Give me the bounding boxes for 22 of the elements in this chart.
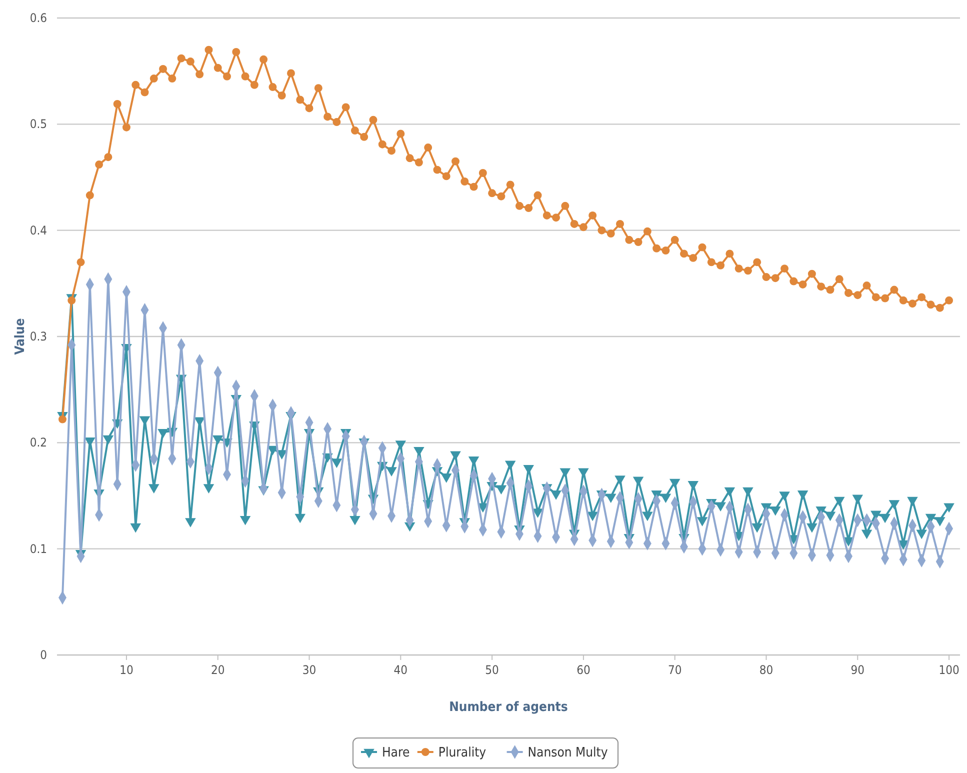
x-tick-label: 60	[576, 663, 590, 677]
legend-label: Plurality	[438, 746, 486, 760]
x-tick-label: 20	[210, 663, 225, 677]
x-tick-label: 100	[938, 663, 960, 677]
y-tick-label: 0.2	[30, 436, 47, 450]
x-tick-label: 30	[302, 663, 316, 677]
y-tick-label: 0.5	[30, 117, 47, 132]
x-axis-title: Number of agents	[449, 700, 568, 715]
legend-label: Hare	[382, 746, 410, 760]
x-tick-label: 70	[668, 663, 682, 677]
y-axis-title: Value	[13, 318, 28, 355]
y-tick-label: 0.1	[30, 542, 47, 556]
x-tick-label: 10	[120, 663, 134, 677]
y-tick-label: 0.6	[30, 11, 48, 25]
x-tick-label: 80	[759, 663, 774, 677]
x-tick-label: 90	[850, 663, 865, 677]
y-tick-label: 0.3	[30, 330, 47, 344]
y-tick-label: 0	[40, 648, 48, 662]
x-tick-label: 50	[485, 663, 500, 677]
legend-label: Nanson Multy	[528, 746, 608, 760]
y-tick-label: 0.4	[30, 223, 48, 238]
x-tick-label: 40	[394, 663, 408, 677]
